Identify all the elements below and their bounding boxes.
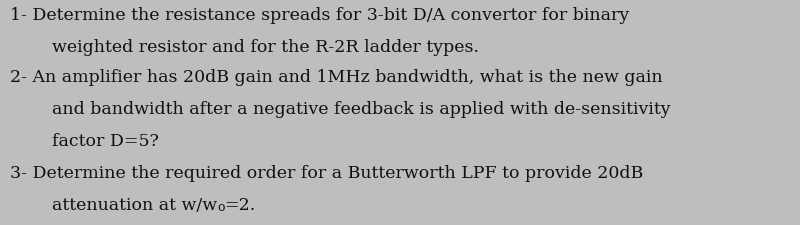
Text: factor D=5?: factor D=5? xyxy=(52,133,159,149)
Text: 2- An amplifier has 20dB gain and 1MHz bandwidth, what is the new gain: 2- An amplifier has 20dB gain and 1MHz b… xyxy=(10,68,662,86)
Text: attenuation at w/w: attenuation at w/w xyxy=(52,196,217,214)
Text: =2.: =2. xyxy=(225,196,256,214)
Text: weighted resistor and for the R-2R ladder types.: weighted resistor and for the R-2R ladde… xyxy=(52,38,479,56)
Text: and bandwidth after a negative feedback is applied with de-sensitivity: and bandwidth after a negative feedback … xyxy=(52,101,670,117)
Text: 1- Determine the resistance spreads for 3-bit D/A convertor for binary: 1- Determine the resistance spreads for … xyxy=(10,7,629,23)
Text: 3- Determine the required order for a Butterworth LPF to provide 20dB: 3- Determine the required order for a Bu… xyxy=(10,164,643,182)
Text: o: o xyxy=(217,201,225,214)
